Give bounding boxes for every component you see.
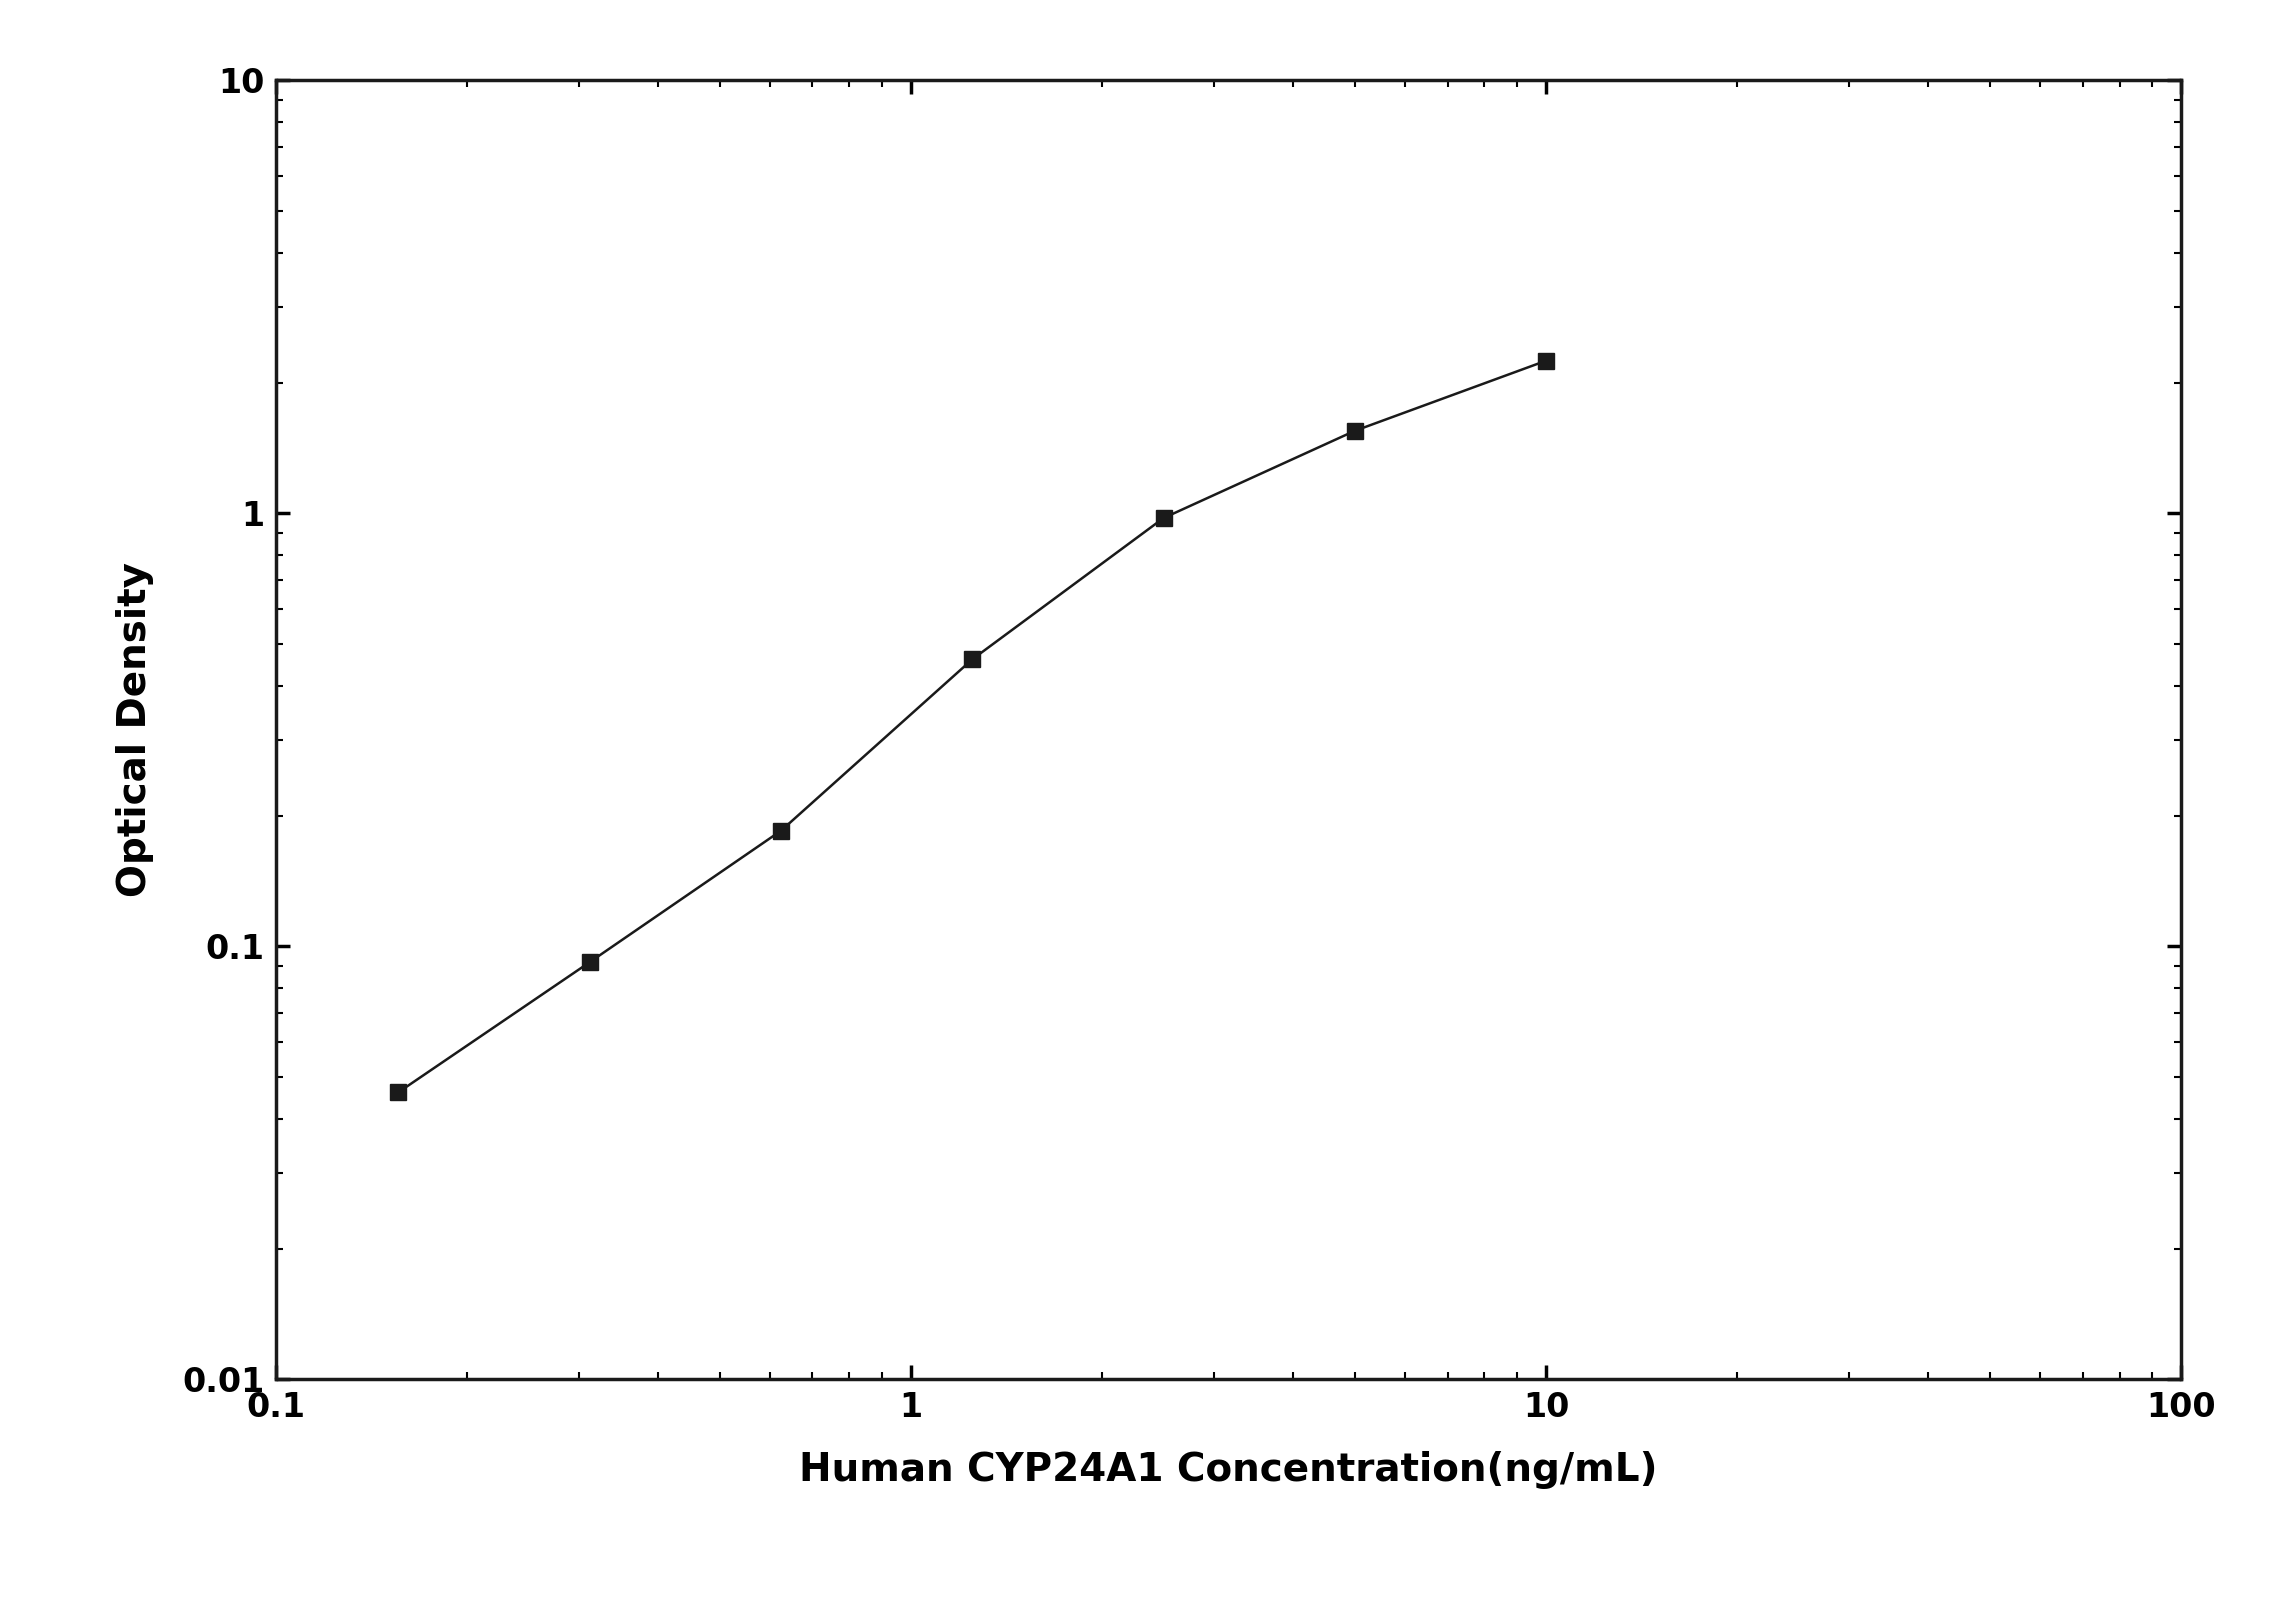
- X-axis label: Human CYP24A1 Concentration(ng/mL): Human CYP24A1 Concentration(ng/mL): [799, 1452, 1658, 1490]
- Y-axis label: Optical Density: Optical Density: [117, 563, 154, 897]
